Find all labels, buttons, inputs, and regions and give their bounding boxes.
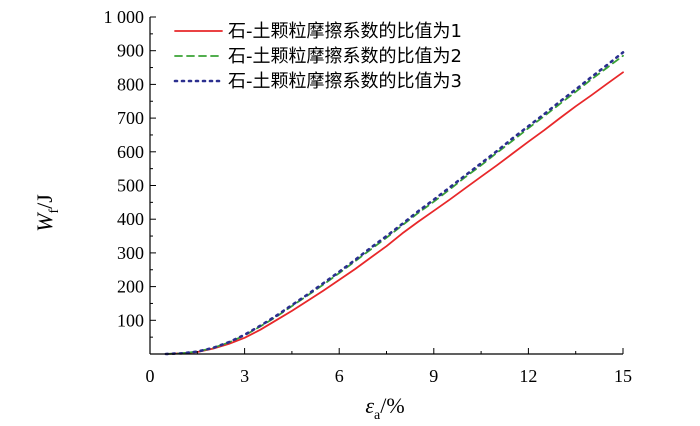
y-tick-label: 900	[117, 41, 144, 61]
y-tick-label: 300	[117, 243, 144, 263]
x-tick-label: 6	[335, 366, 344, 386]
y-tick-label: 500	[117, 176, 144, 196]
series-layer	[164, 51, 625, 356]
chart-legend: 石-土颗粒摩擦系数的比值为1 石-土颗粒摩擦系数的比值为2 石-土颗粒摩擦系数的比值…	[173, 21, 462, 92]
legend-label-1: 石-土颗粒摩擦系数的比值为1	[228, 21, 462, 42]
x-tick-label: 12	[519, 366, 537, 386]
x-tick-label: 3	[240, 366, 249, 386]
series-line-3	[164, 51, 625, 356]
legend-label-2: 石-土颗粒摩擦系数的比值为2	[228, 46, 462, 67]
y-tick-label: 200	[117, 277, 144, 297]
y-tick-label: 800	[117, 74, 144, 94]
x-tick-label: 0	[146, 366, 155, 386]
y-tick-label: 1 000	[104, 7, 145, 27]
y-tick-label: 400	[117, 209, 144, 229]
x-tick-label: 15	[614, 366, 632, 386]
x-axis-title: εa/%	[365, 393, 404, 423]
y-tick-label: 600	[117, 142, 144, 162]
series-line-1	[164, 71, 624, 355]
y-tick-label: 700	[117, 108, 144, 128]
series-line-2	[164, 54, 624, 355]
x-tick-label: 9	[429, 366, 438, 386]
legend-label-3: 石-土颗粒摩擦系数的比值为3	[228, 71, 462, 92]
axes-layer	[149, 17, 623, 355]
y-axis-title: Wf/J	[32, 194, 62, 232]
y-tick-label: 100	[117, 310, 144, 330]
ticks-layer: 100 200 300 400 500 600 700 800 900 1 000 0 3 6 9 12 15	[104, 7, 633, 386]
